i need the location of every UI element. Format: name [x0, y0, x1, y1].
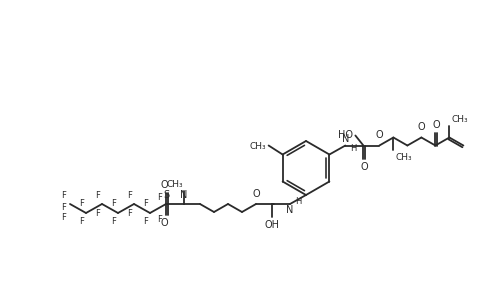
Text: O: O	[160, 218, 168, 228]
Text: CH₃: CH₃	[250, 142, 266, 151]
Text: F: F	[158, 215, 163, 224]
Text: F: F	[61, 214, 66, 222]
Text: F: F	[61, 204, 66, 212]
Text: CH₃: CH₃	[451, 115, 468, 124]
Text: F: F	[111, 218, 116, 227]
Text: O: O	[432, 119, 440, 129]
Text: OH: OH	[264, 220, 280, 230]
Text: F: F	[95, 208, 100, 218]
Text: O: O	[375, 131, 383, 141]
Text: F: F	[127, 208, 132, 218]
Text: HO: HO	[338, 129, 354, 139]
Text: CH₃: CH₃	[395, 152, 412, 161]
Text: F: F	[158, 192, 163, 201]
Text: F: F	[143, 199, 148, 208]
Text: O: O	[252, 189, 260, 199]
Text: O: O	[360, 161, 368, 171]
Text: O: O	[417, 122, 425, 132]
Text: N: N	[180, 190, 187, 200]
Text: H: H	[295, 197, 301, 205]
Text: O: O	[160, 180, 168, 190]
Text: F: F	[95, 191, 100, 199]
Text: CH₃: CH₃	[167, 180, 183, 189]
Text: F: F	[111, 199, 116, 208]
Text: F: F	[127, 191, 132, 199]
Text: F: F	[79, 199, 84, 208]
Text: F: F	[143, 218, 148, 227]
Text: F: F	[79, 218, 84, 227]
Text: N: N	[342, 135, 349, 145]
Text: S: S	[163, 190, 169, 200]
Text: H: H	[350, 144, 357, 153]
Text: F: F	[61, 191, 66, 199]
Text: N: N	[286, 205, 294, 215]
